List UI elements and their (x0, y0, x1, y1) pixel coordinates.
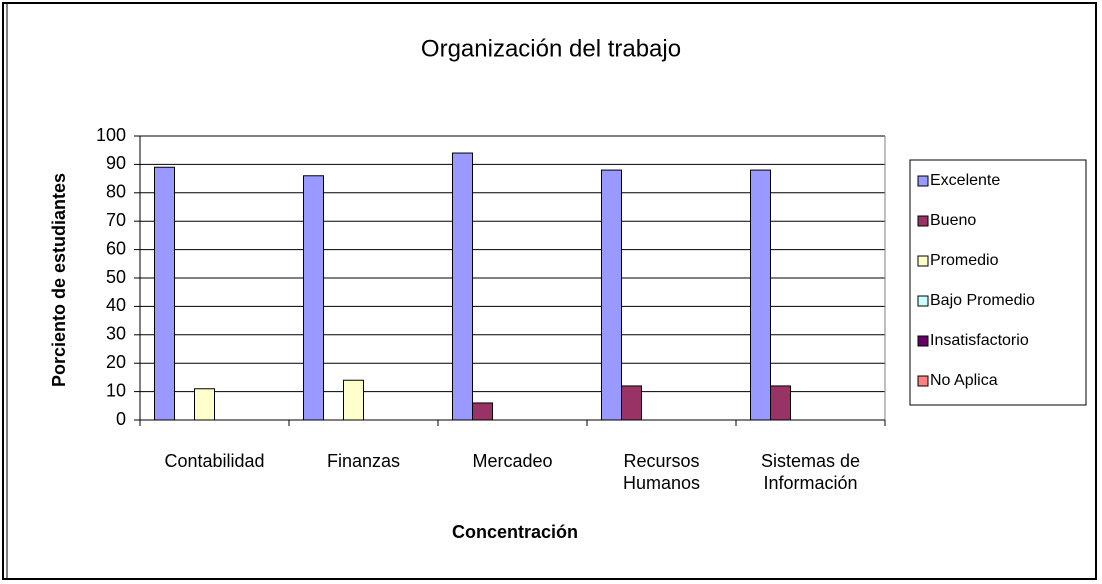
legend-swatch (917, 215, 929, 227)
bar (621, 385, 642, 421)
legend-label: Promedio (930, 252, 999, 269)
y-tick-label: 20 (106, 352, 126, 372)
legend-label: Excelente (930, 172, 1000, 189)
y-tick-label: 50 (106, 267, 126, 287)
x-tick-label: Recursos Humanos (622, 451, 701, 493)
bar (452, 152, 473, 421)
legend-swatch (917, 255, 929, 267)
y-tick-label: 60 (106, 238, 126, 258)
x-axis-label: Concentración (452, 522, 578, 542)
legend-swatch (917, 175, 929, 187)
x-tick-label: Contabilidad (164, 451, 265, 471)
chart-title: Organización del trabajo (421, 35, 681, 62)
bar (601, 169, 622, 421)
y-tick-label: 90 (106, 153, 126, 173)
bar (770, 385, 791, 421)
legend-label: Insatisfactorio (930, 332, 1029, 349)
y-tick-label: 30 (106, 324, 126, 344)
y-tick-label: 10 (106, 380, 126, 400)
bar (472, 402, 493, 421)
legend-swatch (917, 375, 929, 387)
y-tick-label: 0 (116, 409, 126, 429)
legend-swatch (917, 335, 929, 347)
legend-label: Bueno (930, 212, 976, 229)
bar (303, 175, 324, 421)
legend-box (909, 159, 1087, 406)
y-tick-label: 80 (106, 182, 126, 202)
legend-label: Bajo Promedio (930, 292, 1035, 309)
x-tick-label: Sistemas de Información (760, 451, 861, 493)
y-axis-label: Porciento de estudiantes (49, 173, 69, 387)
bar (343, 379, 364, 421)
legend-swatch (917, 295, 929, 307)
bar (750, 169, 771, 421)
bar (154, 166, 175, 421)
x-tick-label: Finanzas (326, 451, 401, 471)
y-tick-label: 100 (96, 125, 126, 145)
bar (194, 388, 215, 421)
legend-label: No Aplica (930, 372, 998, 389)
y-tick-label: 40 (106, 295, 126, 315)
x-tick-label: Mercadeo (472, 451, 553, 471)
y-tick-label: 70 (106, 210, 126, 230)
